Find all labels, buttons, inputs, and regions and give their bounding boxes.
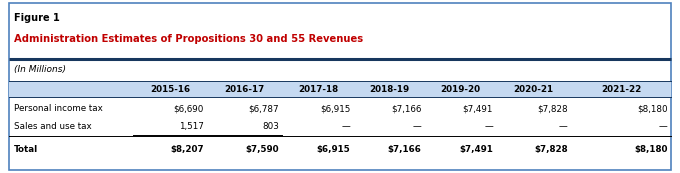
Text: —: —	[659, 122, 668, 131]
Text: 2015-16: 2015-16	[150, 85, 190, 94]
Text: Figure 1: Figure 1	[14, 13, 60, 23]
Text: 1,517: 1,517	[179, 122, 204, 131]
Text: 2020-21: 2020-21	[513, 85, 554, 94]
Text: Total: Total	[14, 145, 39, 154]
Text: $8,207: $8,207	[171, 145, 204, 154]
Text: $8,180: $8,180	[637, 104, 668, 113]
Text: 803: 803	[262, 122, 279, 131]
Text: $7,828: $7,828	[534, 145, 568, 154]
Text: 2021-22: 2021-22	[601, 85, 641, 94]
Text: $7,491: $7,491	[459, 145, 493, 154]
Text: $7,166: $7,166	[388, 145, 422, 154]
FancyBboxPatch shape	[9, 81, 671, 97]
Text: 2016-17: 2016-17	[224, 85, 265, 94]
Text: Personal income tax: Personal income tax	[14, 104, 103, 113]
Text: $6,690: $6,690	[173, 104, 204, 113]
Text: Administration Estimates of Propositions 30 and 55 Revenues: Administration Estimates of Propositions…	[14, 34, 363, 44]
Text: 2017-18: 2017-18	[298, 85, 338, 94]
Text: $6,915: $6,915	[320, 104, 350, 113]
Text: $7,166: $7,166	[391, 104, 422, 113]
Text: —: —	[413, 122, 422, 131]
Text: $7,491: $7,491	[462, 104, 493, 113]
Text: $7,828: $7,828	[537, 104, 568, 113]
Text: $6,787: $6,787	[248, 104, 279, 113]
Text: —: —	[341, 122, 350, 131]
Text: —: —	[559, 122, 568, 131]
Text: 2019-20: 2019-20	[441, 85, 481, 94]
Text: $7,590: $7,590	[245, 145, 279, 154]
Text: 2018-19: 2018-19	[369, 85, 409, 94]
Text: —: —	[484, 122, 493, 131]
Text: $8,180: $8,180	[634, 145, 668, 154]
Text: (In Millions): (In Millions)	[14, 65, 66, 74]
FancyBboxPatch shape	[9, 3, 671, 170]
Text: $6,915: $6,915	[316, 145, 350, 154]
Text: Sales and use tax: Sales and use tax	[14, 122, 92, 131]
